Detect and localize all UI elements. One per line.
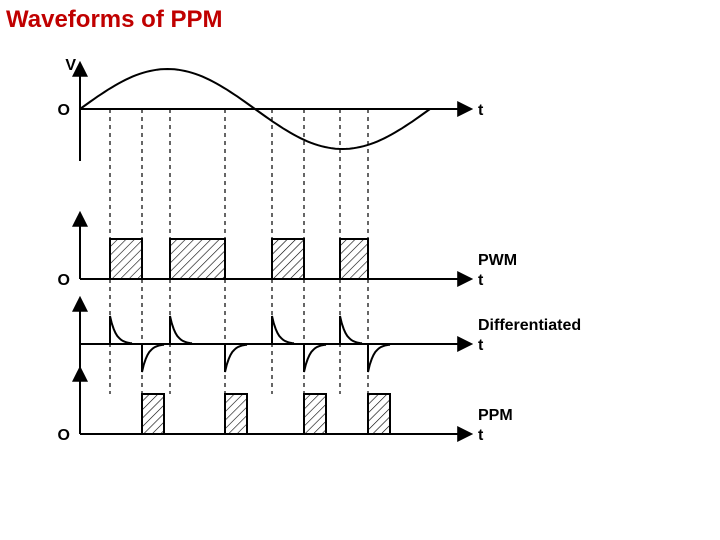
svg-text:t: t [478, 337, 484, 354]
svg-text:V: V [65, 57, 76, 74]
svg-text:PWM: PWM [478, 252, 517, 269]
svg-text:t: t [478, 272, 484, 289]
svg-text:t: t [478, 102, 484, 119]
svg-text:Differentiated: Differentiated [478, 317, 581, 334]
svg-text:t: t [478, 427, 484, 444]
waveform-diagram: V Ot Ot PWM t Differentiated Ot PPM [0, 34, 720, 534]
svg-text:O: O [58, 272, 70, 289]
svg-text:O: O [58, 102, 70, 119]
svg-text:O: O [58, 427, 70, 444]
page-title: Waveforms of PPM [0, 0, 720, 34]
svg-text:PPM: PPM [478, 407, 513, 424]
